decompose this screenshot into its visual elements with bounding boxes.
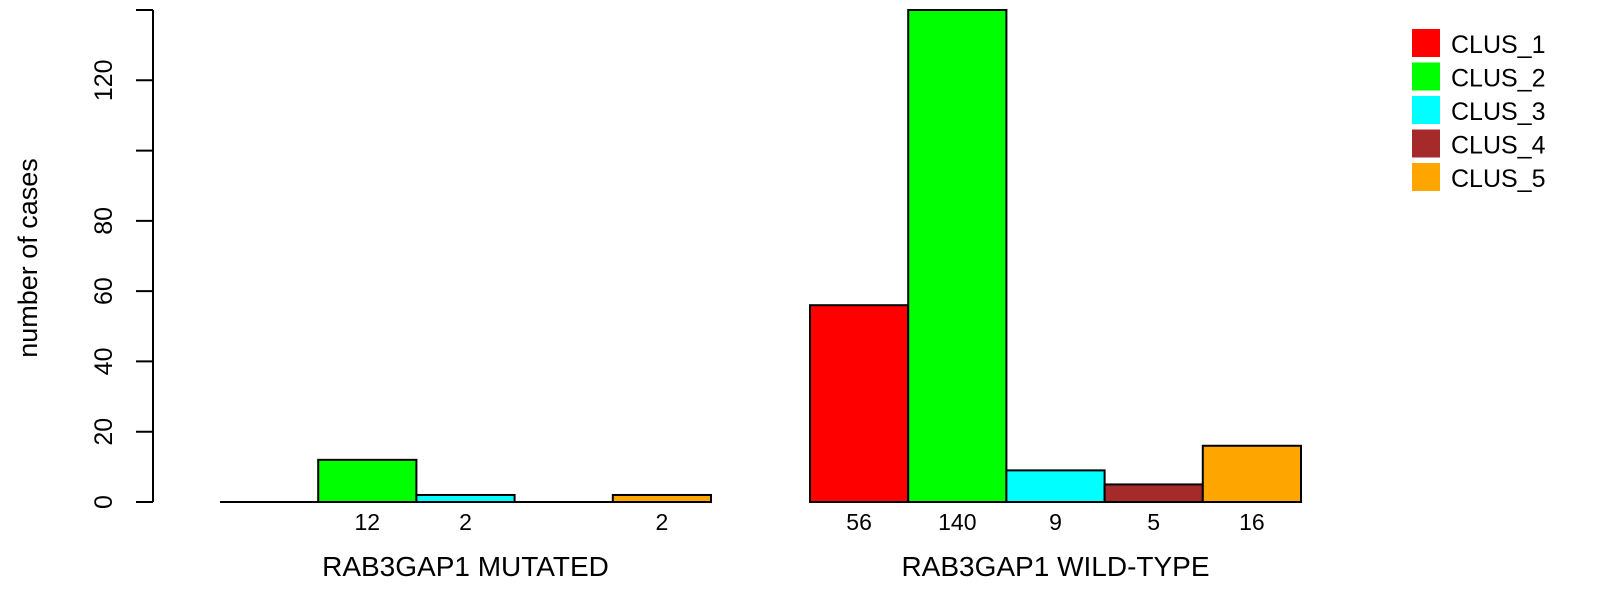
legend-swatch [1412, 129, 1440, 158]
bar-value-label: 12 [355, 509, 381, 535]
legend-swatch [1412, 163, 1440, 191]
legend-swatch [1412, 62, 1440, 91]
bar-clus-5-mutated [611, 493, 712, 504]
bar-value-label: 5 [1147, 509, 1160, 535]
group-label: RAB3GAP1 MUTATED [322, 551, 609, 582]
bar-value-label: 2 [459, 509, 472, 535]
bar-clus-5-wild-type [1201, 444, 1303, 503]
bar-clus-2-mutated [317, 458, 418, 504]
bar-clus-3-wild-type [1005, 469, 1106, 503]
y-tick-label: 20 [90, 418, 118, 446]
legend-label: CLUS_4 [1451, 132, 1546, 160]
bar-value-label: 9 [1049, 509, 1062, 535]
legend-label: CLUS_5 [1451, 165, 1546, 193]
legend-label: CLUS_1 [1451, 31, 1546, 59]
y-axis: 0 20 40 60 80 120 number of cases [13, 9, 154, 509]
bar-clus-4-wild-type [1103, 483, 1204, 503]
y-tick-label: 60 [90, 277, 118, 305]
bar-value-label: 2 [656, 509, 669, 535]
y-tick-label: 80 [90, 207, 118, 235]
bar-labels: 12 2 2 RAB3GAP1 MUTATED 56 140 9 5 16 RAB3GAP1 WI… [322, 509, 1265, 582]
group-label: RAB3GAP1 WILD-TYPE [901, 551, 1209, 582]
legend: CLUS_1 CLUS_2 CLUS_3 CLUS_4 CLUS_5 [1412, 29, 1546, 193]
y-tick-label: 40 [90, 348, 118, 376]
bars [220, 9, 1303, 504]
legend-label: CLUS_3 [1451, 98, 1546, 126]
y-tick-label: 0 [90, 495, 118, 509]
bar-clus-2-wild-type [907, 9, 1008, 503]
legend-label: CLUS_2 [1451, 65, 1546, 93]
bar-clus-1-wild-type [809, 304, 910, 504]
y-axis-title: number of cases [13, 158, 43, 358]
bar-value-label: 56 [846, 509, 872, 535]
y-tick-label: 120 [90, 59, 118, 101]
legend-swatch [1412, 96, 1440, 124]
bar-clus-3-mutated [415, 493, 516, 504]
bar-value-label: 140 [938, 509, 976, 535]
bar-value-label: 16 [1239, 509, 1265, 535]
legend-swatch [1412, 29, 1440, 57]
